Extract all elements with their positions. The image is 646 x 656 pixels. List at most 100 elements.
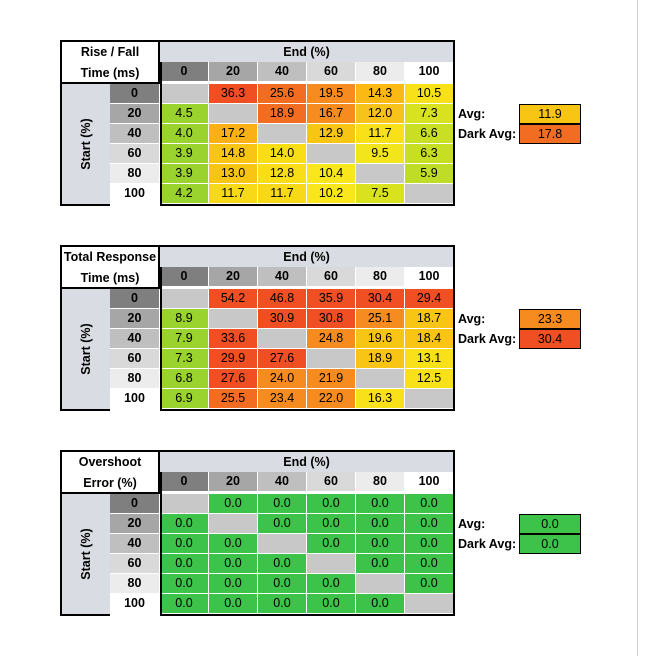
data-cell: 7.9	[160, 329, 209, 349]
data-cell: 11.7	[356, 124, 405, 144]
dark-avg-value: 0.0	[519, 534, 581, 554]
avg-value: 23.3	[519, 309, 581, 329]
row-header: 0	[110, 289, 160, 309]
table-title-line1: Rise / Fall	[80, 45, 140, 59]
column-header: 20	[209, 472, 258, 492]
avg-label: Avg:	[458, 517, 486, 531]
data-cell: 6.3	[405, 144, 454, 164]
start-axis-box: Start (%)	[60, 84, 110, 206]
start-axis-box: Start (%)	[60, 494, 110, 616]
data-cell: 21.9	[307, 369, 356, 389]
data-cell: 0.0	[209, 494, 258, 514]
row-header: 40	[110, 329, 160, 349]
data-cell: 0.0	[209, 534, 258, 554]
data-cell	[405, 389, 454, 409]
column-header: 40	[258, 267, 307, 287]
data-cell: 54.2	[209, 289, 258, 309]
data-cell: 8.9	[160, 309, 209, 329]
column-header: 60	[307, 267, 356, 287]
start-axis-label: Start (%)	[79, 118, 93, 170]
row-header: 0	[110, 494, 160, 514]
table-title: Overshoot Error (%)	[60, 450, 160, 494]
data-cell: 0.0	[405, 494, 454, 514]
column-header: 20	[209, 62, 258, 82]
end-axis-label: End (%)	[160, 450, 455, 472]
data-cell: 18.4	[405, 329, 454, 349]
data-cell: 11.7	[209, 184, 258, 204]
data-cell: 35.9	[307, 289, 356, 309]
data-cell: 3.9	[160, 144, 209, 164]
data-cell: 33.6	[209, 329, 258, 349]
start-axis-box: Start (%)	[60, 289, 110, 411]
data-cell: 18.9	[258, 104, 307, 124]
data-cell: 0.0	[209, 574, 258, 594]
data-cell: 17.2	[209, 124, 258, 144]
column-header: 0	[160, 62, 209, 82]
column-header: 40	[258, 472, 307, 492]
data-cell: 14.3	[356, 84, 405, 104]
data-cell: 11.7	[258, 184, 307, 204]
data-cell: 0.0	[160, 534, 209, 554]
data-cell: 0.0	[160, 514, 209, 534]
data-cell: 0.0	[356, 514, 405, 534]
data-cell	[209, 309, 258, 329]
end-axis-label: End (%)	[160, 40, 455, 62]
column-header: 100	[405, 267, 454, 287]
column-header: 20	[209, 267, 258, 287]
data-cell	[405, 594, 454, 614]
data-cell: 12.9	[307, 124, 356, 144]
row-header: 80	[110, 164, 160, 184]
data-cell: 30.9	[258, 309, 307, 329]
data-cell: 0.0	[160, 574, 209, 594]
table-title-line2: Error (%)	[83, 476, 137, 490]
data-cell: 0.0	[356, 494, 405, 514]
data-cell	[160, 289, 209, 309]
data-cell	[307, 349, 356, 369]
table-title-line2: Time (ms)	[80, 271, 140, 285]
data-cell: 13.0	[209, 164, 258, 184]
data-cell: 0.0	[405, 574, 454, 594]
data-cell: 29.4	[405, 289, 454, 309]
data-cell: 0.0	[160, 594, 209, 614]
data-cell: 10.4	[307, 164, 356, 184]
data-cell	[356, 369, 405, 389]
data-cell: 4.2	[160, 184, 209, 204]
row-header: 80	[110, 574, 160, 594]
data-cell: 10.2	[307, 184, 356, 204]
data-cell: 12.0	[356, 104, 405, 124]
data-cell: 30.8	[307, 309, 356, 329]
data-cell: 14.8	[209, 144, 258, 164]
data-cell: 0.0	[258, 554, 307, 574]
data-cell: 6.8	[160, 369, 209, 389]
total-response-table: Total Response Time (ms) End (%) 0 20 40 60 80 1…	[60, 245, 582, 411]
data-cell: 30.4	[356, 289, 405, 309]
data-cell: 3.9	[160, 164, 209, 184]
data-cell: 7.5	[356, 184, 405, 204]
avg-label: Avg:	[458, 312, 486, 326]
row-header: 0	[110, 84, 160, 104]
start-axis-label: Start (%)	[79, 323, 93, 375]
data-cell: 0.0	[258, 594, 307, 614]
data-cell	[356, 574, 405, 594]
data-cell: 12.8	[258, 164, 307, 184]
start-axis-label: Start (%)	[79, 528, 93, 580]
data-cell	[307, 554, 356, 574]
data-cell: 0.0	[356, 554, 405, 574]
data-cell: 22.0	[307, 389, 356, 409]
data-cell: 23.4	[258, 389, 307, 409]
table-title-line1: Overshoot	[78, 455, 142, 469]
table-title: Total Response Time (ms)	[60, 245, 160, 289]
data-cell	[258, 534, 307, 554]
data-cell	[356, 164, 405, 184]
data-cell	[209, 514, 258, 534]
data-cell: 6.6	[405, 124, 454, 144]
data-cell: 18.9	[356, 349, 405, 369]
data-cell: 4.5	[160, 104, 209, 124]
data-cell: 25.5	[209, 389, 258, 409]
data-cell: 0.0	[258, 574, 307, 594]
data-cell	[258, 329, 307, 349]
dark-avg-value: 17.8	[519, 124, 581, 144]
column-header: 80	[356, 472, 405, 492]
data-cell: 9.5	[356, 144, 405, 164]
data-cell: 0.0	[307, 574, 356, 594]
